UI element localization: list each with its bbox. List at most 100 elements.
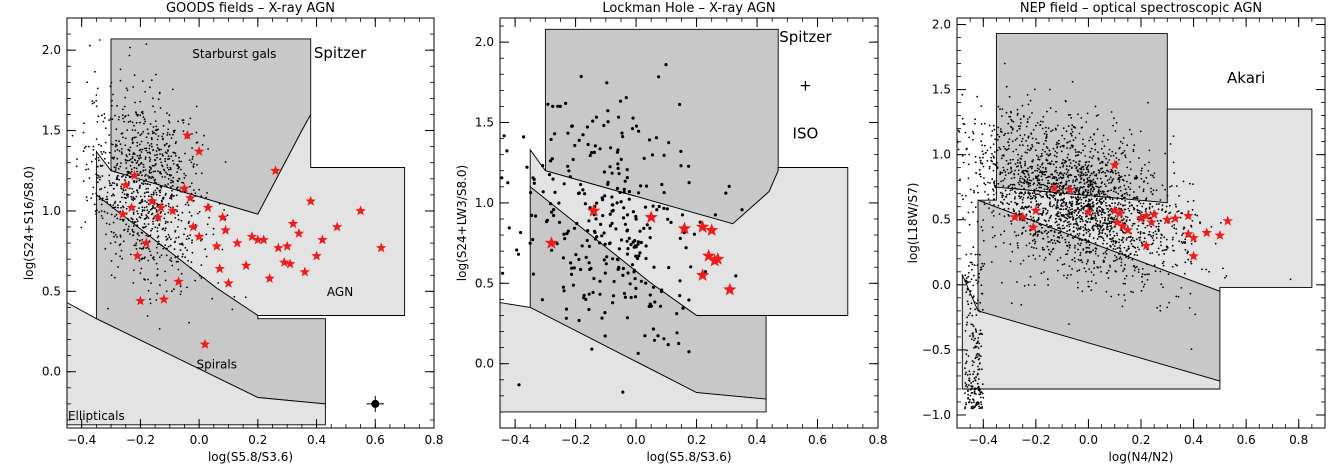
source-dot — [1126, 250, 1128, 252]
source-dot — [1009, 189, 1012, 192]
source-dot — [1021, 198, 1024, 201]
source-dot — [1094, 241, 1097, 244]
y-tick-label: 2.0 — [475, 35, 494, 49]
source-dot — [1121, 142, 1124, 145]
source-dot — [1031, 112, 1033, 114]
source-dot — [1071, 205, 1073, 208]
y-axis-label: log(S24+LW3/S8.0) — [455, 165, 469, 281]
source-dot — [129, 164, 132, 167]
source-dot — [1112, 260, 1115, 262]
source-dot — [149, 158, 152, 161]
source-dot — [703, 270, 708, 274]
source-dot — [1152, 242, 1154, 245]
source-dot — [993, 198, 996, 201]
source-dot — [149, 298, 151, 301]
source-dot — [1066, 205, 1069, 208]
source-dot — [154, 178, 157, 181]
source-dot — [140, 231, 143, 234]
source-dot — [1161, 204, 1164, 207]
source-dot — [195, 131, 198, 134]
source-dot — [233, 295, 236, 298]
source-dot — [133, 136, 136, 139]
source-dot — [1073, 211, 1076, 214]
source-dot — [125, 207, 128, 210]
source-dot — [180, 290, 183, 293]
source-dot — [1099, 266, 1102, 268]
y-tick-label: 0.0 — [475, 357, 494, 371]
source-dot — [979, 310, 981, 313]
source-dot — [144, 156, 147, 159]
source-dot — [644, 184, 649, 188]
agn-star — [705, 223, 719, 236]
source-dot — [1068, 228, 1071, 231]
source-dot — [161, 176, 164, 178]
source-dot — [993, 204, 995, 206]
source-dot — [972, 406, 975, 409]
source-dot — [979, 160, 982, 162]
source-dot — [1161, 184, 1164, 187]
source-dot — [154, 163, 157, 165]
source-dot — [1095, 115, 1098, 117]
agn-star — [126, 202, 137, 213]
source-dot — [978, 357, 981, 360]
source-dot — [150, 213, 153, 216]
source-dot — [1152, 189, 1155, 192]
source-dot — [965, 277, 968, 279]
source-dot — [111, 143, 114, 146]
source-dot — [1142, 232, 1145, 234]
source-dot — [1059, 171, 1062, 174]
source-dot — [1130, 239, 1133, 241]
source-dot — [976, 299, 979, 302]
source-dot — [643, 334, 647, 338]
source-dot — [966, 321, 969, 324]
source-dot — [1032, 129, 1035, 131]
source-dot — [1086, 112, 1089, 115]
source-dot — [86, 199, 89, 202]
agn-star — [282, 240, 293, 251]
source-dot — [121, 196, 123, 199]
source-dot — [1117, 171, 1120, 174]
source-dot — [1055, 207, 1058, 210]
source-dot — [131, 157, 134, 160]
source-dot — [143, 206, 146, 209]
source-dot — [131, 188, 134, 190]
source-dot — [1076, 154, 1079, 157]
source-dot — [1073, 184, 1076, 187]
source-dot — [1128, 202, 1131, 204]
source-dot — [984, 152, 987, 155]
source-dot — [205, 255, 208, 258]
source-dot — [1062, 145, 1065, 148]
source-dot — [1121, 238, 1124, 241]
source-dot — [175, 194, 178, 197]
source-dot — [577, 257, 581, 262]
source-dot — [1091, 202, 1094, 205]
source-dot — [1104, 222, 1107, 225]
source-dot — [1042, 207, 1044, 210]
source-dot — [112, 157, 115, 160]
source-dot — [135, 195, 138, 198]
source-dot — [1020, 122, 1022, 124]
source-dot — [165, 152, 168, 155]
source-dot — [992, 193, 995, 196]
agn-star — [193, 231, 205, 242]
source-dot — [132, 213, 135, 216]
source-dot — [111, 99, 113, 102]
source-dot — [1045, 176, 1048, 179]
source-dot — [141, 201, 144, 203]
source-dot — [1081, 261, 1084, 264]
agn-star — [299, 266, 310, 277]
source-dot — [1155, 189, 1158, 192]
source-dot — [180, 219, 183, 222]
source-dot — [1087, 230, 1090, 233]
source-dot — [1078, 164, 1081, 167]
source-dot — [1007, 207, 1010, 210]
source-dot — [60, 98, 62, 100]
source-dot — [1108, 222, 1111, 225]
source-dot — [1146, 263, 1148, 266]
source-dot — [1026, 180, 1028, 183]
source-dot — [1043, 132, 1046, 135]
source-dot — [571, 283, 576, 287]
source-dot — [1022, 259, 1025, 262]
source-dot — [1068, 220, 1070, 223]
source-dot — [1091, 157, 1094, 160]
